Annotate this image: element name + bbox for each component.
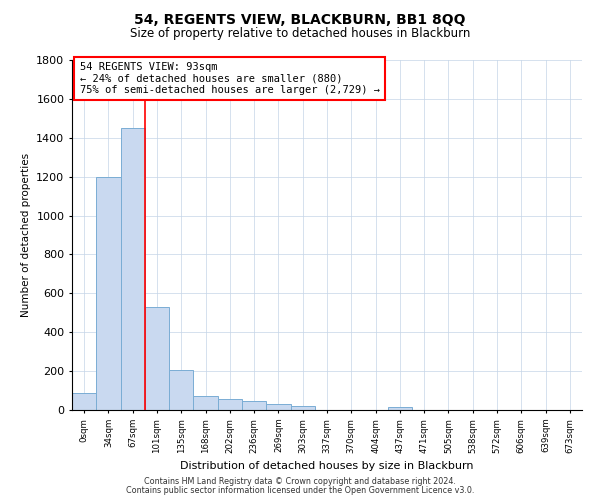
Bar [388, 407, 412, 410]
Bar [193, 396, 218, 410]
Text: Contains HM Land Registry data © Crown copyright and database right 2024.: Contains HM Land Registry data © Crown c… [144, 477, 456, 486]
Text: Contains public sector information licensed under the Open Government Licence v3: Contains public sector information licen… [126, 486, 474, 495]
Text: Size of property relative to detached houses in Blackburn: Size of property relative to detached ho… [130, 28, 470, 40]
Bar [121, 128, 145, 410]
X-axis label: Distribution of detached houses by size in Blackburn: Distribution of detached houses by size … [180, 461, 474, 471]
Text: 54 REGENTS VIEW: 93sqm
← 24% of detached houses are smaller (880)
75% of semi-de: 54 REGENTS VIEW: 93sqm ← 24% of detached… [80, 62, 380, 95]
Bar [145, 307, 169, 410]
Bar [290, 406, 315, 410]
Bar [242, 401, 266, 410]
Text: 54, REGENTS VIEW, BLACKBURN, BB1 8QQ: 54, REGENTS VIEW, BLACKBURN, BB1 8QQ [134, 12, 466, 26]
Bar [169, 370, 193, 410]
Bar [218, 400, 242, 410]
Y-axis label: Number of detached properties: Number of detached properties [20, 153, 31, 317]
Bar [266, 404, 290, 410]
Bar [72, 392, 96, 410]
Bar [96, 176, 121, 410]
